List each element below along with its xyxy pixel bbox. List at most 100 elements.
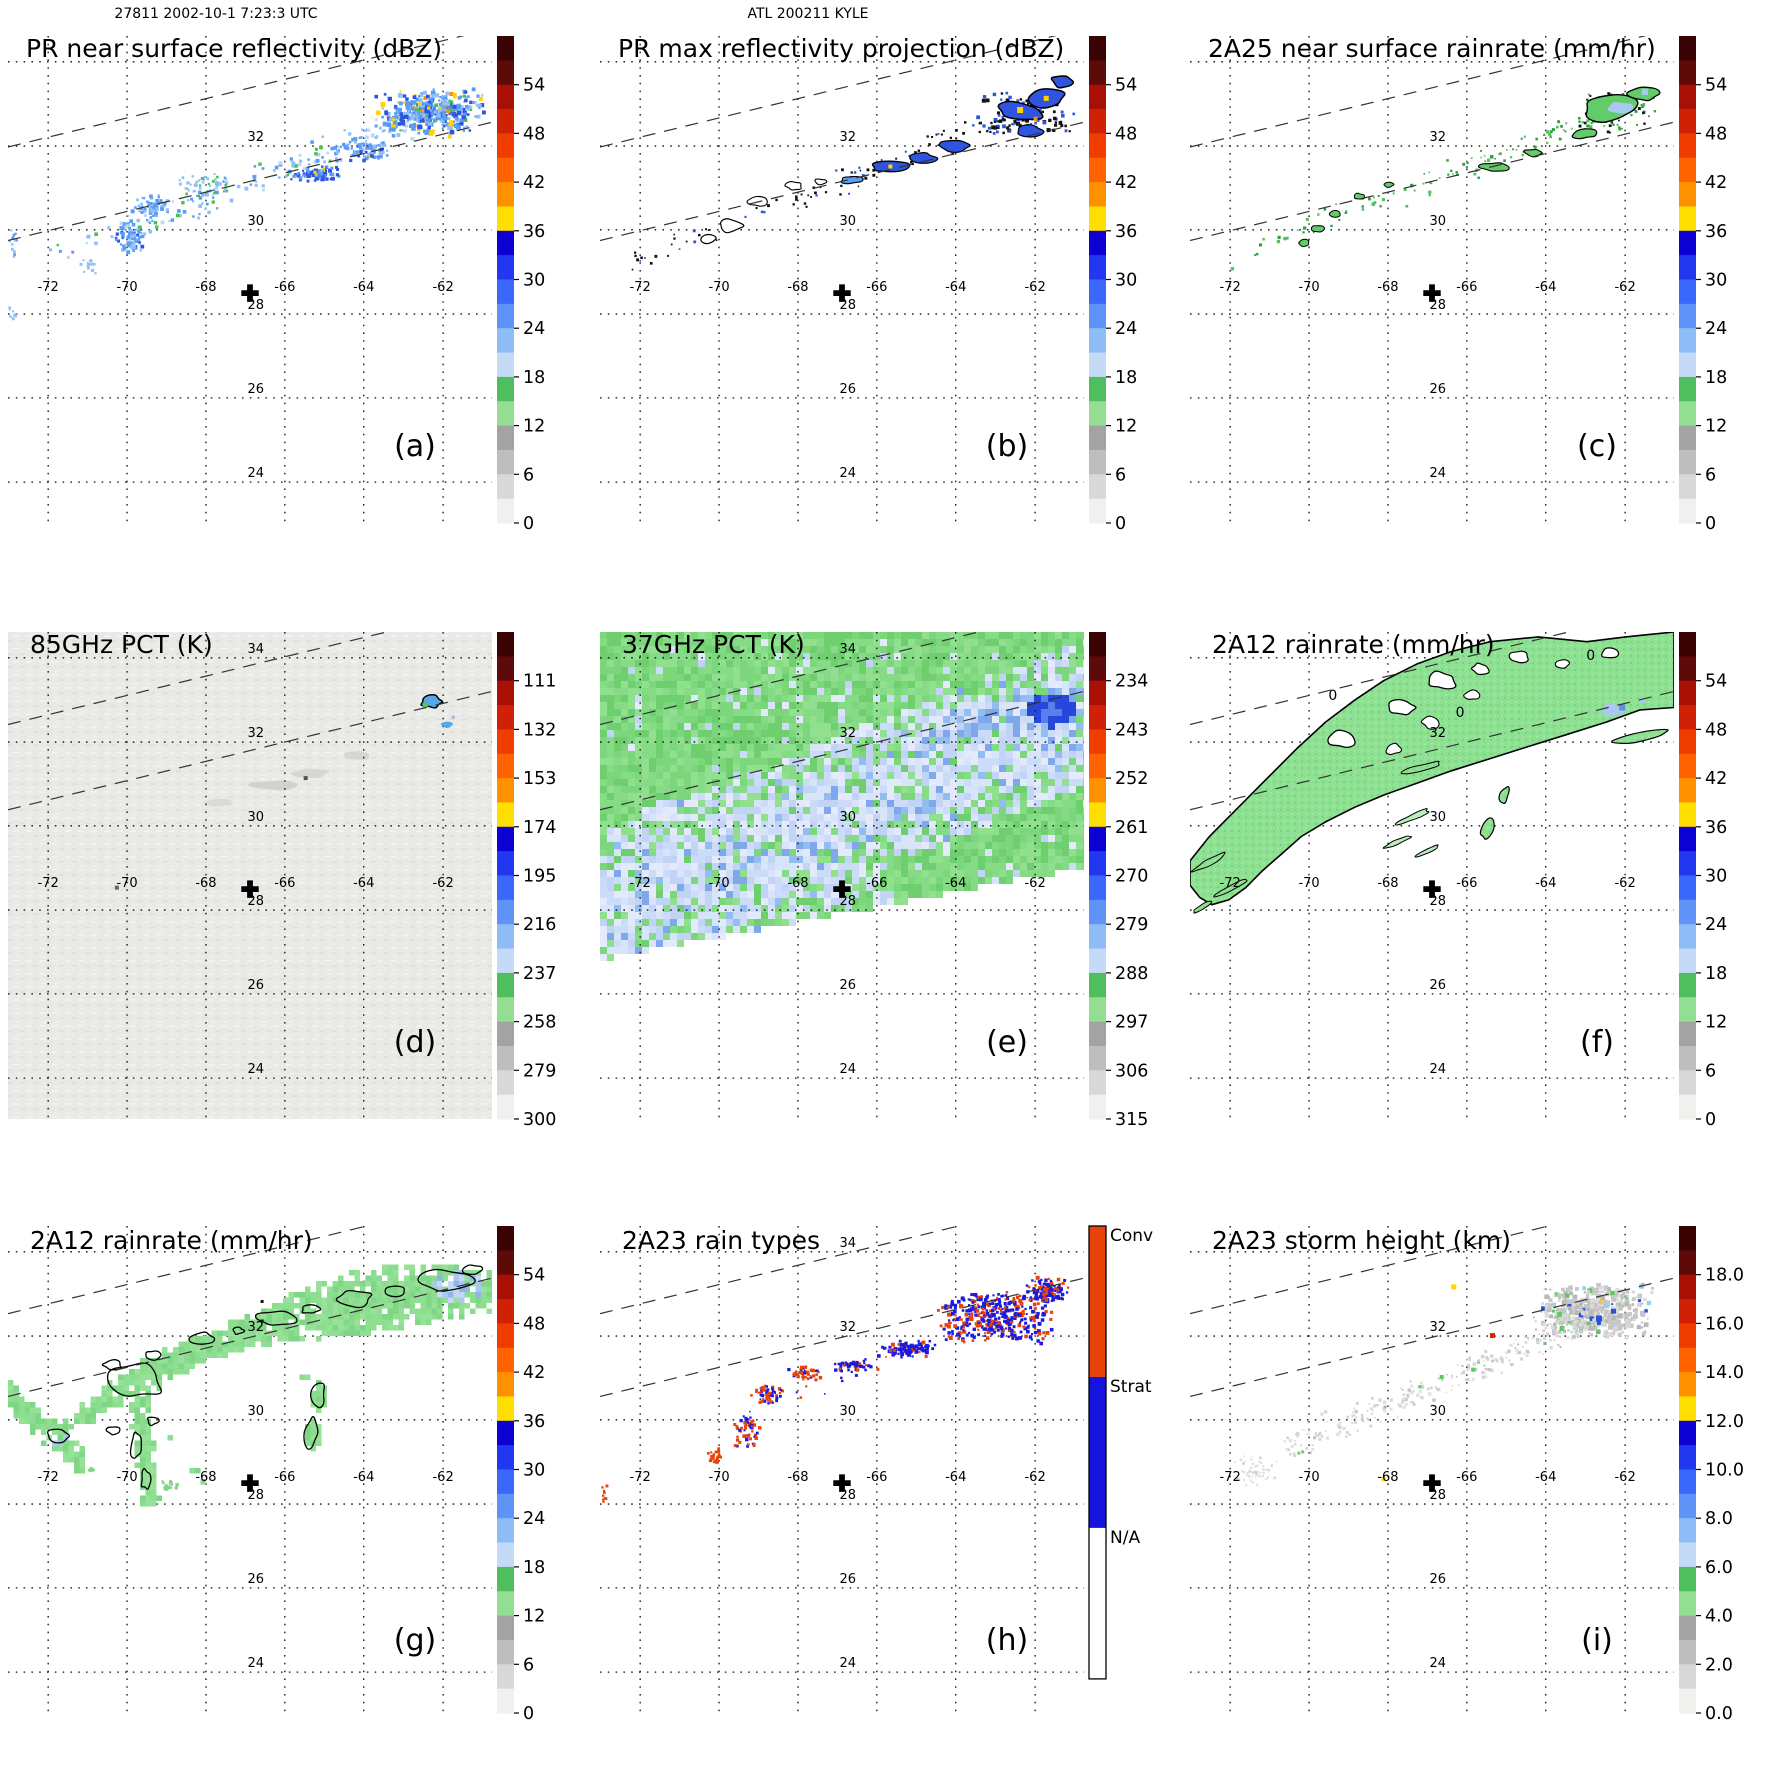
svg-text:-62: -62: [432, 280, 453, 295]
svg-text:-64: -64: [945, 280, 966, 295]
svg-text:42: 42: [523, 173, 545, 193]
storm-center-cross-icon: [1423, 880, 1441, 898]
panel-f-canvas: 000-72 -70 -68 -66 -64 -623230282624544842363…: [1190, 632, 1727, 1130]
svg-text:26: 26: [1430, 382, 1447, 397]
svg-text:-62: -62: [1024, 280, 1045, 295]
panel-i-canvas: -72 -70 -68 -66 -64 -62323028262418.016.014.0…: [1190, 1226, 1744, 1724]
storm-center-cross-icon: [1423, 1474, 1441, 1492]
svg-text:288: 288: [1115, 964, 1148, 984]
svg-text:237: 237: [523, 964, 556, 984]
svg-text:-68: -68: [1377, 876, 1398, 891]
svg-text:-66: -66: [1456, 280, 1477, 295]
svg-text:0: 0: [1115, 514, 1126, 534]
storm-center-cross-icon: [833, 880, 851, 898]
svg-text:-68: -68: [787, 280, 808, 295]
svg-text:24: 24: [1705, 319, 1727, 339]
svg-text:-64: -64: [1535, 876, 1556, 891]
svg-text:26: 26: [1430, 978, 1447, 993]
panel-b-canvas: -72 -70 -68 -66 -64 -623230282624544842363024…: [600, 36, 1137, 534]
svg-text:0: 0: [1705, 1110, 1716, 1130]
svg-text:26: 26: [248, 382, 265, 397]
svg-text:-62: -62: [1614, 876, 1635, 891]
svg-text:-70: -70: [1298, 876, 1319, 891]
svg-text:26: 26: [840, 382, 857, 397]
svg-text:42: 42: [1705, 173, 1727, 193]
header-orbit-datetime: 27811 2002-10-1 7:23:3 UTC: [114, 6, 318, 22]
svg-text:-72: -72: [1220, 876, 1241, 891]
svg-text:48: 48: [1115, 124, 1137, 144]
svg-text:6: 6: [523, 465, 534, 485]
svg-text:54: 54: [1705, 672, 1727, 692]
panel-d: -72 -70 -68 -66 -64 -62 34 32 30 28 26 24 111 132 153 1…: [0, 596, 589, 1178]
svg-text:48: 48: [523, 124, 545, 144]
svg-text:24: 24: [523, 319, 545, 339]
svg-text:153: 153: [523, 769, 556, 789]
svg-text:-66: -66: [1456, 876, 1477, 891]
storm-center-cross-icon: [1423, 284, 1441, 302]
svg-text:18: 18: [1115, 368, 1137, 388]
svg-text:6: 6: [1705, 465, 1716, 485]
svg-text:18: 18: [1705, 368, 1727, 388]
svg-text:-62: -62: [1024, 876, 1045, 891]
svg-text:297: 297: [1115, 1013, 1148, 1033]
svg-text:306: 306: [1115, 1061, 1148, 1081]
svg-text:32: 32: [1430, 130, 1447, 145]
svg-text:24: 24: [840, 466, 857, 481]
svg-text:-70: -70: [708, 280, 729, 295]
svg-text:34: 34: [840, 642, 857, 657]
svg-text:0: 0: [1328, 688, 1337, 704]
storm-center-cross-icon: [241, 1474, 259, 1492]
svg-text:6: 6: [1705, 1061, 1716, 1081]
svg-text:34: 34: [248, 642, 265, 657]
svg-text:279: 279: [523, 1061, 556, 1081]
panel-d-canvas: -72 -70 -68 -66 -64 -623432302826241111321531…: [8, 632, 556, 1130]
svg-text:-70: -70: [116, 280, 137, 295]
svg-text:32: 32: [248, 130, 265, 145]
svg-text:279: 279: [1115, 915, 1148, 935]
panel-c-canvas: -72 -70 -68 -66 -64 -623230282624544842363024…: [1190, 36, 1727, 534]
svg-text:-72: -72: [38, 280, 59, 295]
svg-text:234: 234: [1115, 672, 1148, 692]
svg-text:36: 36: [523, 222, 545, 242]
storm-center-cross-icon: [833, 284, 851, 302]
svg-text:0: 0: [1456, 705, 1465, 721]
svg-text:42: 42: [1115, 173, 1137, 193]
svg-text:26: 26: [840, 978, 857, 993]
svg-text:-72: -72: [630, 280, 651, 295]
svg-text:-62: -62: [432, 876, 453, 891]
panel-i: -72 -70 -68 -66 -64 -62 32 30 28 26 24 18.0 16.0 14.0…: [1182, 1190, 1771, 1771]
svg-text:42: 42: [1705, 769, 1727, 789]
storm-center-cross-icon: [833, 1474, 851, 1492]
svg-text:195: 195: [523, 867, 556, 887]
svg-text:18: 18: [523, 368, 545, 388]
svg-text:-64: -64: [353, 876, 374, 891]
svg-text:132: 132: [523, 720, 556, 740]
svg-text:-66: -66: [866, 876, 887, 891]
svg-text:-62: -62: [1614, 280, 1635, 295]
svg-text:30: 30: [1115, 271, 1137, 291]
svg-text:315: 315: [1115, 1110, 1148, 1130]
svg-text:0: 0: [523, 514, 534, 534]
svg-text:26: 26: [248, 978, 265, 993]
panel-g-canvas: -72 -70 -68 -66 -64 -623230282624544842363024…: [8, 1226, 545, 1724]
svg-text:24: 24: [248, 1062, 265, 1077]
svg-text:-68: -68: [195, 876, 216, 891]
svg-text:252: 252: [1115, 769, 1148, 789]
svg-text:243: 243: [1115, 720, 1148, 740]
svg-text:30: 30: [523, 271, 545, 291]
svg-text:-68: -68: [1377, 280, 1398, 295]
panel-a: -72 -70 -68 -66 -64 -62 32 30 28 26 24 54 48 42 36 30 24…: [0, 0, 589, 582]
svg-text:-66: -66: [866, 280, 887, 295]
svg-text:-72: -72: [630, 876, 651, 891]
panel-h-canvas: -72 -70 -68 -66 -64 -62343230282624ConvStratN…: [600, 1225, 1153, 1713]
svg-text:12: 12: [523, 417, 545, 437]
svg-text:270: 270: [1115, 867, 1148, 887]
svg-text:-70: -70: [1298, 280, 1319, 295]
svg-text:12: 12: [1705, 1013, 1727, 1033]
svg-text:-72: -72: [1220, 280, 1241, 295]
panel-b: -72 -70 -68 -66 -64 -62 32 30 28 26 24 54 48 42 36 30 24…: [592, 0, 1181, 582]
svg-text:32: 32: [840, 130, 857, 145]
svg-text:24: 24: [1705, 915, 1727, 935]
svg-text:-68: -68: [787, 876, 808, 891]
